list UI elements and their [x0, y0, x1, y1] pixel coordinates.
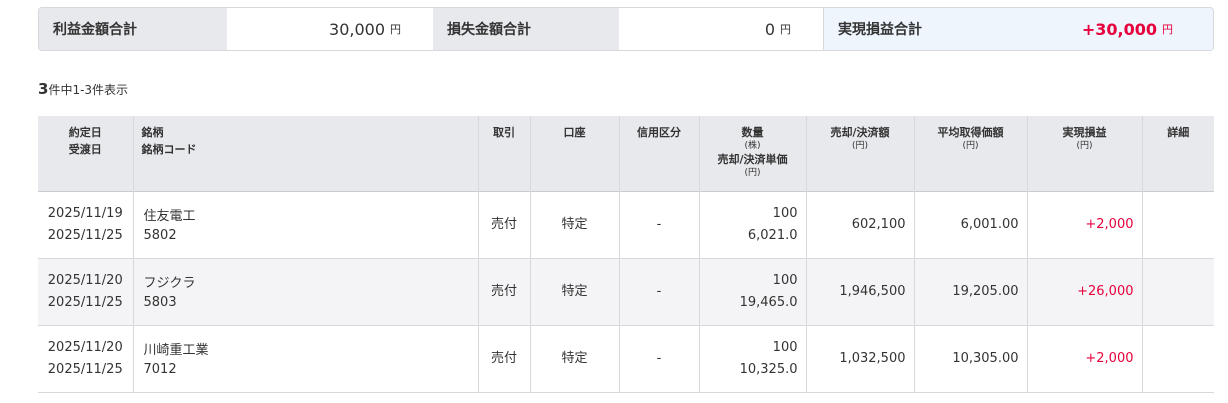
count-text: 件中1-3件表示 — [48, 83, 129, 97]
quantity: 100 — [772, 273, 798, 288]
loss-total-label: 損失金額合計 — [433, 8, 619, 50]
stock-cell: 住友電工 5802 — [132, 191, 478, 259]
profit-amount: 30,000 — [329, 19, 385, 39]
table-row: 2025/11/20 2025/11/25 フジクラ 5803 売付 特定 - 10… — [38, 258, 1214, 326]
detail-cell[interactable] — [1141, 191, 1214, 259]
profit-total-value: 30,000 円 — [227, 8, 433, 50]
header-name: 銘柄 — [141, 126, 164, 139]
trade-date: 2025/11/19 — [47, 206, 123, 221]
header-trade: 取引 — [477, 116, 530, 192]
profit-total-label: 利益金額合計 — [39, 8, 227, 50]
qty-price-cell: 100 10,325.0 — [698, 325, 806, 393]
detail-cell[interactable] — [1141, 325, 1214, 393]
quantity: 100 — [772, 206, 798, 221]
account-type: 特定 — [529, 325, 619, 393]
table-row: 2025/11/19 2025/11/25 住友電工 5802 売付 特定 - 10… — [38, 191, 1214, 259]
realized-pl-table: 約定日受渡日 銘柄銘柄コード 取引 口座 信用区分 数量 (株) 売却/決済単価 (円… — [38, 116, 1214, 393]
header-avg-unit: (円) — [962, 141, 979, 151]
stock-name: 住友電工 — [143, 209, 196, 224]
header-stock: 銘柄 銘柄コード — [132, 116, 478, 192]
stock-cell: 川崎重工業 7012 — [132, 325, 478, 393]
dates-cell: 2025/11/20 2025/11/25 — [38, 325, 133, 393]
header-price-unit: (円) — [744, 168, 761, 178]
settle-date: 2025/11/25 — [47, 228, 123, 243]
credit-type: - — [618, 325, 699, 393]
unit-price: 6,021.0 — [747, 228, 798, 243]
trade-type: 売付 — [477, 191, 530, 259]
account-type: 特定 — [529, 258, 619, 326]
realized-pl: +26,000 — [1026, 258, 1142, 326]
qty-price-cell: 100 19,465.0 — [698, 258, 806, 326]
header-price: 売却/決済単価 — [717, 153, 788, 166]
dates-cell: 2025/11/19 2025/11/25 — [38, 191, 133, 259]
unit: 円 — [390, 23, 401, 36]
realized-pl: +2,000 — [1026, 191, 1142, 259]
total-count: 3 — [38, 80, 49, 98]
table-row: 2025/11/20 2025/11/25 川崎重工業 7012 売付 特定 - 1… — [38, 325, 1214, 393]
qty-price-cell: 100 6,021.0 — [698, 191, 806, 259]
trade-date: 2025/11/20 — [47, 273, 123, 288]
realized-pl: +2,000 — [1026, 325, 1142, 393]
realized-amount: +30,000 — [1081, 19, 1157, 39]
header-amount: 売却/決済額 (円) — [805, 116, 914, 192]
unit: 円 — [780, 23, 791, 36]
result-count: 3件中1-3件表示 — [38, 80, 128, 98]
header-credit: 信用区分 — [618, 116, 699, 192]
stock-code: 5803 — [143, 295, 177, 310]
trade-date: 2025/11/20 — [47, 340, 123, 355]
header-trade-date: 約定日 — [68, 126, 102, 139]
settle-date: 2025/11/25 — [47, 295, 123, 310]
header-settle-date: 受渡日 — [68, 143, 102, 156]
unit-price: 19,465.0 — [739, 295, 798, 310]
realized-total-value: +30,000 円 — [993, 8, 1213, 50]
header-detail: 詳細 — [1141, 116, 1214, 192]
unit: 円 — [1162, 23, 1173, 36]
sale-amount: 1,946,500 — [805, 258, 914, 326]
header-dates: 約定日 受渡日 — [38, 116, 133, 192]
avg-cost: 10,305.00 — [913, 325, 1027, 393]
header-amount-label: 売却/決済額 — [830, 126, 890, 139]
credit-type: - — [618, 258, 699, 326]
header-qty-price: 数量 (株) 売却/決済単価 (円) — [698, 116, 806, 192]
stock-cell: フジクラ 5803 — [132, 258, 478, 326]
header-amount-unit: (円) — [851, 141, 869, 151]
header-avg-label: 平均取得価額 — [937, 126, 1004, 139]
dates-cell: 2025/11/20 2025/11/25 — [38, 258, 133, 326]
stock-code: 7012 — [143, 362, 177, 377]
header-code: 銘柄コード — [141, 143, 197, 156]
account-type: 特定 — [529, 191, 619, 259]
loss-amount: 0 — [764, 19, 775, 39]
realized-total-label: 実現損益合計 — [823, 8, 993, 50]
unit-price: 10,325.0 — [739, 362, 798, 377]
trade-type: 売付 — [477, 325, 530, 393]
quantity: 100 — [772, 340, 798, 355]
trade-type: 売付 — [477, 258, 530, 326]
sale-amount: 602,100 — [805, 191, 914, 259]
credit-type: - — [618, 191, 699, 259]
header-qty: 数量 — [741, 126, 764, 139]
header-pl: 実現損益 (円) — [1026, 116, 1142, 192]
stock-name: フジクラ — [143, 276, 196, 291]
detail-cell[interactable] — [1141, 258, 1214, 326]
stock-name: 川崎重工業 — [143, 343, 209, 358]
header-qty-unit: (株) — [744, 141, 761, 151]
sale-amount: 1,032,500 — [805, 325, 914, 393]
header-pl-unit: (円) — [1076, 141, 1093, 151]
header-account: 口座 — [529, 116, 619, 192]
avg-cost: 19,205.00 — [913, 258, 1027, 326]
avg-cost: 6,001.00 — [913, 191, 1027, 259]
header-avg: 平均取得価額 (円) — [913, 116, 1027, 192]
header-pl-label: 実現損益 — [1062, 126, 1107, 139]
settle-date: 2025/11/25 — [47, 362, 123, 377]
stock-code: 5802 — [143, 228, 177, 243]
